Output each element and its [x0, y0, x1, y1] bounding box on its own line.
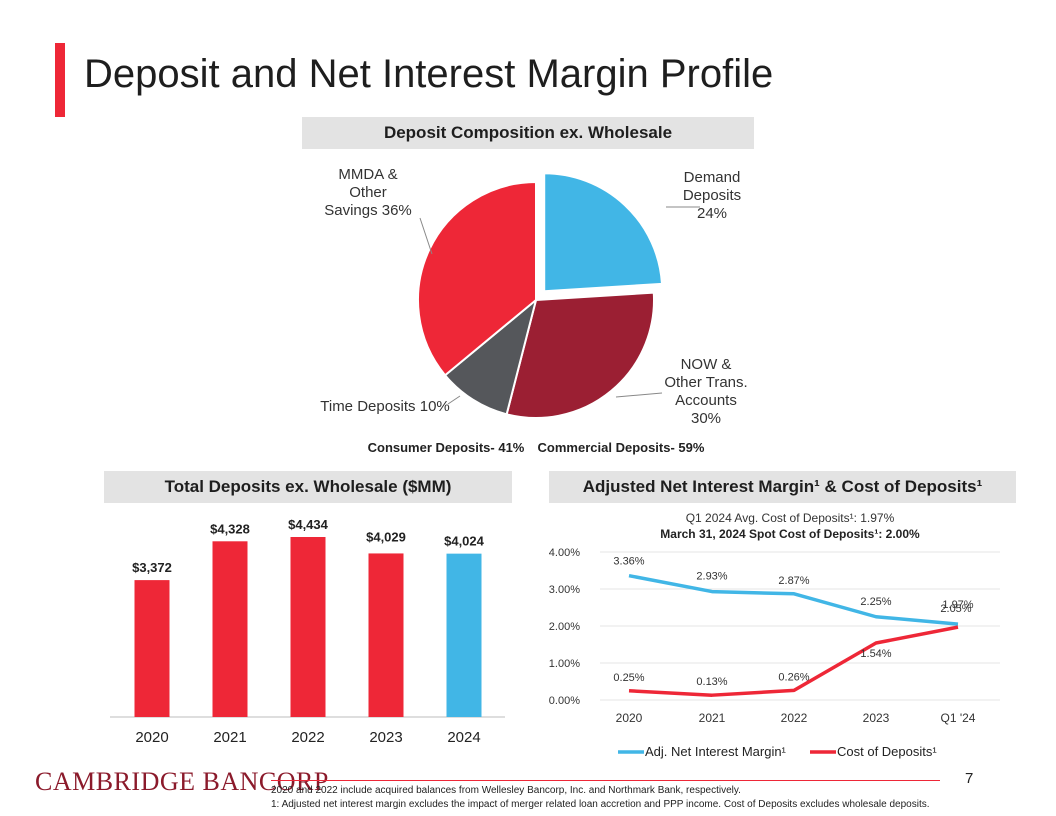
legend-nim: Adj. Net Interest Margin¹ [645, 744, 787, 759]
pie-label-demand-deposits: Demand Deposits 24% [683, 169, 741, 222]
bar-chart-header: Total Deposits ex. Wholesale ($MM) [104, 471, 512, 503]
nim-series-line [628, 573, 959, 626]
footer-divider [271, 780, 940, 781]
pie-slice-demand-deposits [543, 172, 664, 293]
pie-chart: Demand Deposits 24% NOW & Other Trans. Accoun… [320, 166, 747, 455]
bar-2021 [212, 541, 248, 717]
bar-2022 [290, 537, 326, 717]
bar-category-label: 2023 [369, 729, 402, 746]
bar-2024 [446, 553, 482, 717]
footnote-adjusted-nim: 1: Adjusted net interest margin excludes… [271, 799, 930, 810]
bar-value-label: $4,029 [366, 529, 406, 544]
bar-category-label: 2024 [447, 729, 480, 746]
pie-leader-line [419, 217, 433, 255]
cost-of-deposits-data-label: 0.13% [696, 676, 727, 688]
bar-value-label: $4,434 [288, 517, 329, 532]
page-number: 7 [965, 770, 974, 787]
line-y-tick-label: 0.00% [549, 695, 580, 707]
line-chart-subtitle: Q1 2024 Avg. Cost of Deposits¹: 1.97% [686, 511, 895, 525]
line-x-tick-label: 2020 [616, 711, 643, 725]
commercial-deposits-label: Commercial Deposits- 59% [538, 440, 705, 455]
line-x-tick-label: 2023 [863, 711, 890, 725]
line-chart-subtitle-spot: March 31, 2024 Spot Cost of Deposits¹: 2… [660, 527, 920, 541]
pie-slice-now-other-trans-accounts [505, 291, 655, 419]
nim-data-label: 3.36% [613, 556, 644, 568]
company-logo: CAMBRIDGE BANCORP [35, 767, 329, 796]
pie-leader-line [615, 392, 663, 398]
nim-data-label: 2.05% [940, 603, 971, 615]
line-chart-header: Adjusted Net Interest Margin¹ & Cost of … [549, 471, 1016, 503]
pie-leader-line [447, 395, 461, 405]
line-x-tick-label: Q1 '24 [941, 711, 976, 725]
nim-data-label: 2.93% [696, 571, 727, 583]
footnote-acquisitions: 2020 and 2022 include acquired balances … [271, 785, 741, 796]
legend-cost-of-deposits: Cost of Deposits¹ [837, 744, 937, 759]
pie-slice-time-deposits [443, 297, 538, 416]
bar-value-label: $3,372 [132, 560, 172, 575]
page-title: Deposit and Net Interest Margin Profile [84, 52, 774, 96]
pie-label-now-other-trans-accounts: NOW & Other Trans. Accounts 30% [664, 356, 747, 427]
pie-chart-header: Deposit Composition ex. Wholesale [302, 117, 754, 149]
nim-data-label: 2.25% [860, 596, 891, 608]
consumer-deposits-label: Consumer Deposits- 41% [368, 440, 525, 455]
cost-of-deposits-data-label: 1.97% [942, 599, 973, 611]
title-accent-bar [55, 43, 65, 117]
line-x-tick-label: 2022 [781, 711, 808, 725]
bar-value-label: $4,328 [210, 521, 250, 536]
cost-of-deposits-series-line [628, 625, 959, 697]
line-x-tick-label: 2021 [699, 711, 726, 725]
pie-label-time-deposits: Time Deposits 10% [320, 398, 450, 415]
pie-label-mmda-other-savings: MMDA & Other Savings 36% [324, 166, 412, 219]
cost-of-deposits-data-label: 0.25% [613, 672, 644, 684]
cost-of-deposits-data-label: 1.54% [860, 648, 891, 660]
line-y-tick-label: 3.00% [549, 584, 580, 596]
bar-2023 [368, 553, 404, 717]
bar-2020 [134, 580, 170, 717]
line-y-tick-label: 1.00% [549, 658, 580, 670]
pie-slice-mmda-other-savings [417, 180, 537, 377]
bar-category-label: 2021 [213, 729, 246, 746]
line-y-tick-label: 4.00% [549, 547, 580, 559]
bar-category-label: 2022 [291, 729, 324, 746]
line-y-tick-label: 2.00% [549, 621, 580, 633]
bar-value-label: $4,024 [444, 534, 485, 549]
nim-data-label: 2.87% [778, 575, 809, 587]
cost-of-deposits-data-label: 0.26% [778, 671, 809, 683]
bar-category-label: 2020 [135, 729, 168, 746]
